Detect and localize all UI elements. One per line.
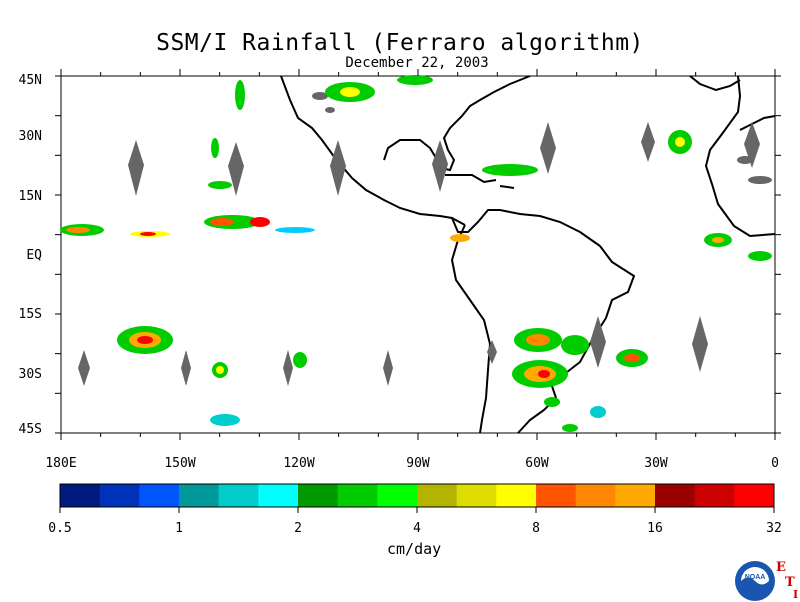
lat-label: 15N: [18, 189, 42, 204]
colorbar-tick-label: 1: [175, 521, 183, 536]
colorbar-swatch: [496, 484, 537, 507]
axis-ticks: [55, 69, 781, 440]
colorbar-swatch: [655, 484, 696, 507]
colorbar-tick-label: 4: [413, 521, 421, 536]
colorbar-tick-label: 0.5: [48, 521, 72, 536]
colorbar-swatch: [456, 484, 497, 507]
lat-label: 15S: [18, 307, 42, 322]
colorbar-swatch: [417, 484, 458, 507]
colorbar-swatch: [337, 484, 378, 507]
colorbar-tick-label: 16: [647, 521, 663, 536]
colorbar-swatch: [298, 484, 339, 507]
colorbar-tick-label: 2: [294, 521, 302, 536]
rainfall-patches: [60, 75, 772, 432]
lat-label: EQ: [26, 248, 42, 263]
map-title: SSM/I Rainfall (Ferraro algorithm): [156, 30, 644, 56]
lon-label: 180E: [45, 456, 77, 471]
colorbar-swatch: [734, 484, 775, 507]
colorbar-swatch: [258, 484, 299, 507]
colorbar-swatch: [615, 484, 656, 507]
data-gaps: [78, 92, 772, 386]
lon-label: 120W: [283, 456, 315, 471]
colorbar-swatch: [139, 484, 180, 507]
colorbar-swatch: [536, 484, 577, 507]
colorbar-swatch: [377, 484, 418, 507]
lat-label: 30S: [18, 367, 42, 382]
colorbar-swatch: [575, 484, 616, 507]
lon-label: 150W: [164, 456, 196, 471]
lat-label: 30N: [18, 129, 42, 144]
colorbar-swatch: [179, 484, 220, 507]
etl-letter-i: I: [793, 588, 799, 601]
lon-label: 60W: [525, 456, 549, 471]
lat-label: 45N: [18, 73, 42, 88]
colorbar-swatch: [694, 484, 735, 507]
colorbar-swatch: [99, 484, 140, 507]
lon-label: 0: [771, 456, 779, 471]
lat-label: 45S: [18, 422, 42, 437]
colorbar-units: cm/day: [387, 540, 442, 558]
map-frame: [60, 75, 776, 434]
etl-letter-t: T: [785, 575, 795, 590]
colorbar-swatch: [60, 484, 101, 507]
map-date: December 22, 2003: [345, 55, 489, 71]
noaa-logo-text: NOAA: [745, 574, 766, 581]
noaa-logo: NOAA: [735, 561, 775, 601]
colorbar-tick-label: 8: [532, 521, 540, 536]
lon-label: 30W: [644, 456, 668, 471]
lon-label: 90W: [406, 456, 430, 471]
colorbar: [59, 483, 775, 513]
colorbar-swatch: [218, 484, 259, 507]
colorbar-tick-label: 32: [766, 521, 782, 536]
etl-letter-e: E: [776, 560, 786, 575]
